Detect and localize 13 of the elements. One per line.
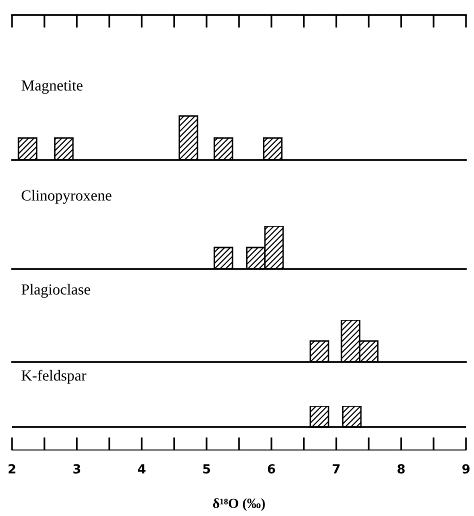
chart-title: Magnetite: [22, 80, 82, 94]
x-tick-label: 6: [268, 464, 276, 474]
x-tick-label: 4: [138, 464, 146, 474]
chart-title: Clinopyroxene: [22, 190, 112, 204]
x-tick-label: 8: [398, 464, 405, 474]
chart-title: Plagioclase: [22, 284, 90, 298]
x-tick-label: 3: [73, 464, 80, 474]
chart-title: K-feldspar: [22, 370, 86, 384]
x-axis-title: δ¹⁸O (‰): [213, 498, 265, 511]
x-tick-label: 2: [8, 464, 16, 474]
x-tick-label: 9: [462, 464, 470, 474]
x-tick-label: 7: [332, 464, 340, 474]
x-tick-label: 5: [203, 464, 210, 474]
